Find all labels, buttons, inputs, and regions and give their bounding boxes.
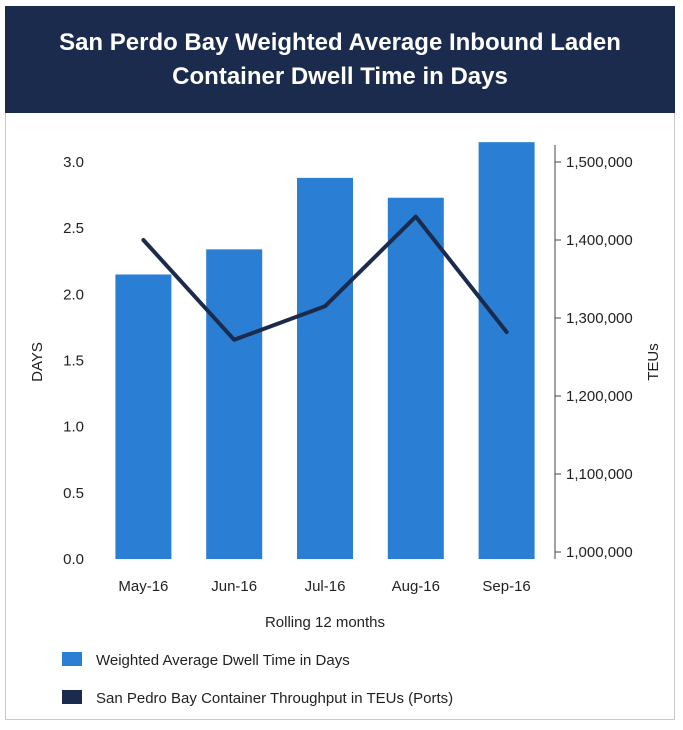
y-left-tick-label: 0.0 xyxy=(63,551,84,568)
x-axis-title: Rolling 12 months xyxy=(265,614,385,631)
y-right-tick-label: 1,300,000 xyxy=(566,310,633,327)
y-right-tick-label: 1,400,000 xyxy=(566,232,633,249)
bar xyxy=(206,249,263,559)
y-right-tick-label: 1,100,000 xyxy=(566,466,633,483)
legend-swatch-line xyxy=(62,690,82,704)
y-right-tick-label: 1,000,000 xyxy=(566,544,633,561)
legend-label-bars: Weighted Average Dwell Time in Days xyxy=(96,652,350,669)
y-right-tick-label: 1,500,000 xyxy=(566,154,633,171)
y-left-axis-title: DAYS xyxy=(29,342,46,382)
x-tick-label: Jun-16 xyxy=(211,578,257,595)
chart-header: San Perdo Bay Weighted Average Inbound L… xyxy=(5,6,675,113)
bar xyxy=(115,274,172,559)
throughput-line xyxy=(141,214,509,342)
y-left-tick-label: 2.0 xyxy=(63,286,84,303)
y-left-tick-label: 1.0 xyxy=(63,419,84,436)
y-right-tick-label: 1,200,000 xyxy=(566,388,633,405)
x-tick-label: May-16 xyxy=(118,578,168,595)
y-left-tick-label: 1.5 xyxy=(63,353,84,370)
legend-swatch-bars xyxy=(62,652,82,666)
bar xyxy=(387,197,444,560)
x-tick-label: Sep-16 xyxy=(482,578,530,595)
legend-label-line: San Pedro Bay Container Throughput in TE… xyxy=(96,690,453,707)
chart-title-line-1: San Perdo Bay Weighted Average Inbound L… xyxy=(59,28,621,56)
bar xyxy=(478,142,535,559)
y-left-tick-label: 0.5 xyxy=(63,485,84,502)
y-left-tick-label: 2.5 xyxy=(63,220,84,237)
x-tick-label: Jul-16 xyxy=(305,578,346,595)
chart-title-line-2: Container Dwell Time in Days xyxy=(172,62,508,90)
bar xyxy=(297,177,353,559)
y-right-axis-title: TEUs xyxy=(645,343,662,381)
x-tick-label: Aug-16 xyxy=(392,578,440,595)
y-left-tick-label: 3.0 xyxy=(63,154,84,171)
